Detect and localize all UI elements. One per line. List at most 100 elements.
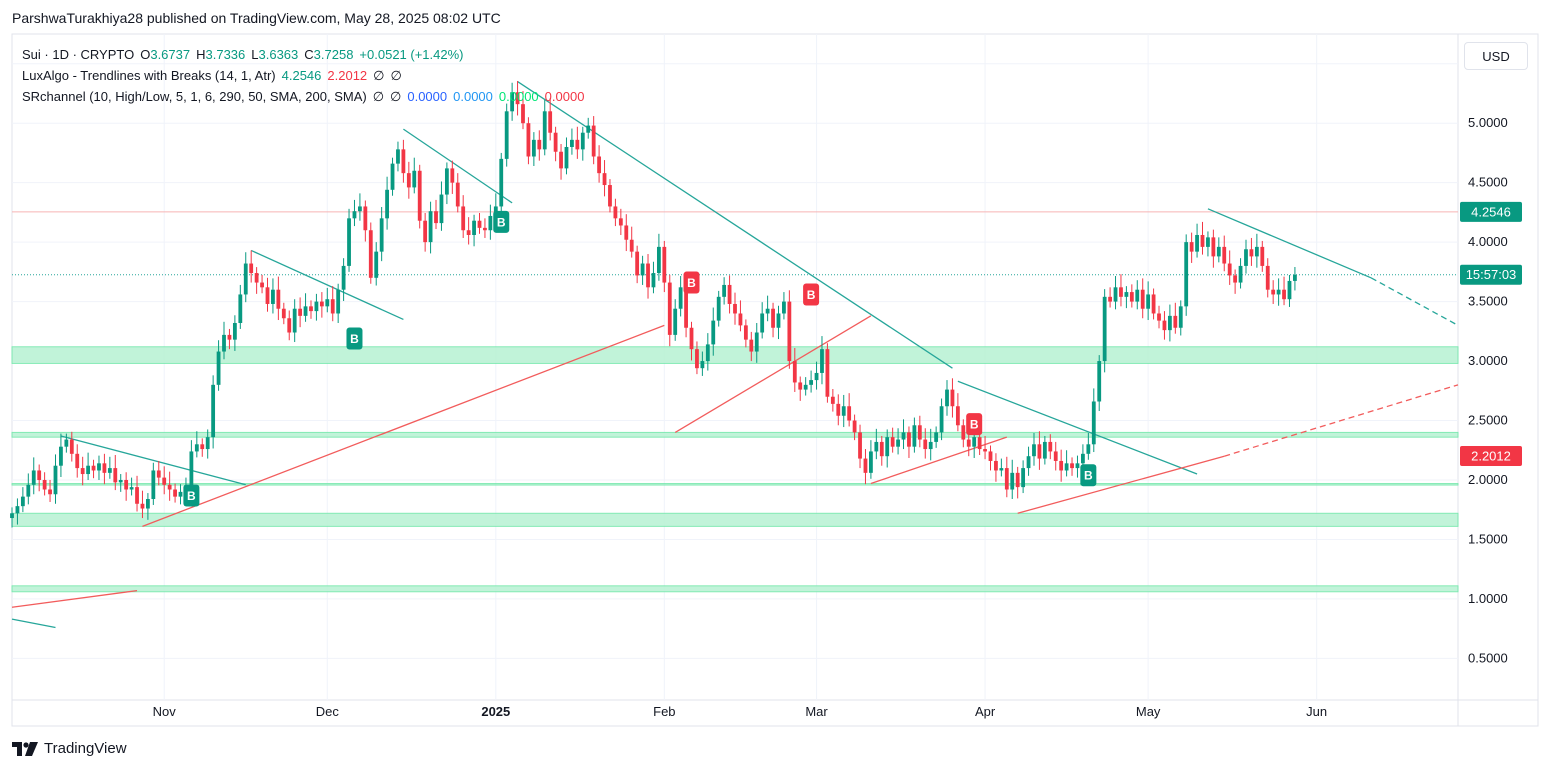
legend-ohlc-row: Sui · 1D · CRYPTO O3.6737 H3.7336 L3.636…	[22, 44, 584, 65]
candle-body	[782, 301, 786, 314]
tradingview-logo-icon	[12, 741, 38, 756]
candle-body	[341, 265, 346, 290]
candle-body	[684, 287, 688, 328]
candle-body	[107, 468, 112, 473]
open-label: O	[140, 47, 151, 62]
candle-body	[222, 334, 226, 352]
x-tick-label: 2025	[481, 704, 510, 719]
candle-body	[874, 441, 879, 452]
trendline	[11, 589, 138, 608]
trendline	[403, 128, 513, 204]
indicator1-value-3: ∅	[373, 68, 385, 83]
candle-body	[852, 420, 857, 433]
candle-body	[1140, 289, 1145, 309]
candle-body	[434, 211, 438, 224]
candle-body	[868, 451, 873, 473]
candle-body	[667, 282, 672, 335]
candle-body	[1216, 246, 1221, 257]
candle-body	[618, 218, 623, 226]
break-label-box	[183, 484, 200, 507]
candle-body	[1091, 401, 1096, 445]
candle-body	[211, 384, 216, 438]
break-label-text: B	[1084, 469, 1093, 483]
candle-body	[390, 163, 395, 190]
x-tick-label: Mar	[805, 704, 828, 719]
candle-body	[265, 287, 270, 304]
candle-body	[1200, 234, 1205, 247]
trendline	[674, 315, 872, 433]
close-label: C	[304, 47, 314, 62]
x-tick-label: Feb	[653, 704, 675, 719]
candle-body	[700, 361, 705, 369]
currency-selector[interactable]: USD	[1464, 42, 1528, 70]
candle-body	[444, 168, 449, 195]
time-axis[interactable]: Nov Dec 2025 Feb Mar Apr May Jun	[153, 704, 1327, 719]
indicator2-value-6: 0.0000	[544, 89, 585, 104]
candle-body	[406, 173, 411, 188]
indicator2-value-4: 0.0000	[453, 89, 493, 104]
sr-zone	[11, 346, 1459, 364]
candle-body	[624, 225, 629, 240]
y-tick-label: 1.0000	[1468, 591, 1508, 606]
x-tick-label: May	[1136, 704, 1161, 719]
candle-body	[983, 449, 987, 452]
candle-body	[510, 92, 515, 112]
candle-body	[379, 218, 384, 252]
trendline	[1370, 277, 1459, 326]
candle-body	[613, 206, 618, 219]
candle-body	[934, 432, 939, 442]
candle-body	[205, 437, 210, 450]
candle-body	[1075, 463, 1080, 469]
candle-body	[1222, 246, 1227, 264]
low-label: L	[251, 47, 259, 62]
candle-body	[1249, 249, 1254, 257]
price-axis-label-text: 15:57:03	[1466, 267, 1517, 282]
candle-body	[754, 332, 759, 352]
footer-brand[interactable]: TradingView	[12, 740, 127, 757]
candle-body	[330, 299, 335, 314]
trendline	[1017, 455, 1225, 514]
candle-body	[1026, 456, 1031, 469]
candle-body	[347, 218, 351, 266]
candle-body	[1059, 460, 1064, 471]
indicator2-name[interactable]: SRchannel (10, High/Low, 5, 1, 6, 290, 5…	[22, 89, 367, 104]
candle-body	[1287, 280, 1292, 300]
candle-body	[167, 484, 172, 490]
price-axis[interactable]: 0.5000 1.0000 1.5000 2.0000 2.5000 3.0000 3.50…	[1468, 56, 1508, 666]
candle-body	[135, 487, 139, 504]
sr-zone-layer	[11, 346, 1459, 593]
candle-body	[961, 425, 966, 440]
break-label-box	[966, 413, 983, 436]
candle-body	[814, 372, 819, 381]
candle-body	[771, 308, 775, 328]
candle-body	[798, 382, 803, 390]
candle-body	[48, 489, 52, 495]
candle-body	[896, 439, 900, 447]
candle-body	[91, 465, 96, 471]
candle-body	[678, 287, 683, 309]
candle-body	[1227, 263, 1232, 276]
candle-body	[825, 349, 830, 397]
indicator1-name[interactable]: LuxAlgo - Trendlines with Breaks (14, 1,…	[22, 68, 276, 83]
candle-body	[325, 299, 330, 307]
candle-body	[417, 170, 422, 221]
candle-body	[673, 308, 678, 335]
break-label-layer: B B B B B B B	[183, 210, 1097, 507]
indicator2-value-5: 0.0000	[498, 89, 539, 104]
candle-body	[461, 206, 466, 231]
candle-body	[570, 139, 574, 147]
candle-body	[743, 325, 748, 340]
candle-body	[994, 460, 998, 471]
candle-body	[412, 170, 417, 188]
candle-body	[999, 468, 1004, 471]
candle-body	[1189, 242, 1194, 252]
candle-body	[200, 444, 205, 450]
candle-body	[656, 246, 661, 274]
legend-symbol[interactable]: Sui · 1D · CRYPTO	[22, 47, 135, 62]
candle-body	[483, 227, 487, 231]
candle-body	[178, 491, 183, 497]
candle-body	[194, 444, 199, 452]
trendline	[957, 380, 1198, 475]
change-value: +0.0521 (+1.42%)	[359, 47, 464, 62]
